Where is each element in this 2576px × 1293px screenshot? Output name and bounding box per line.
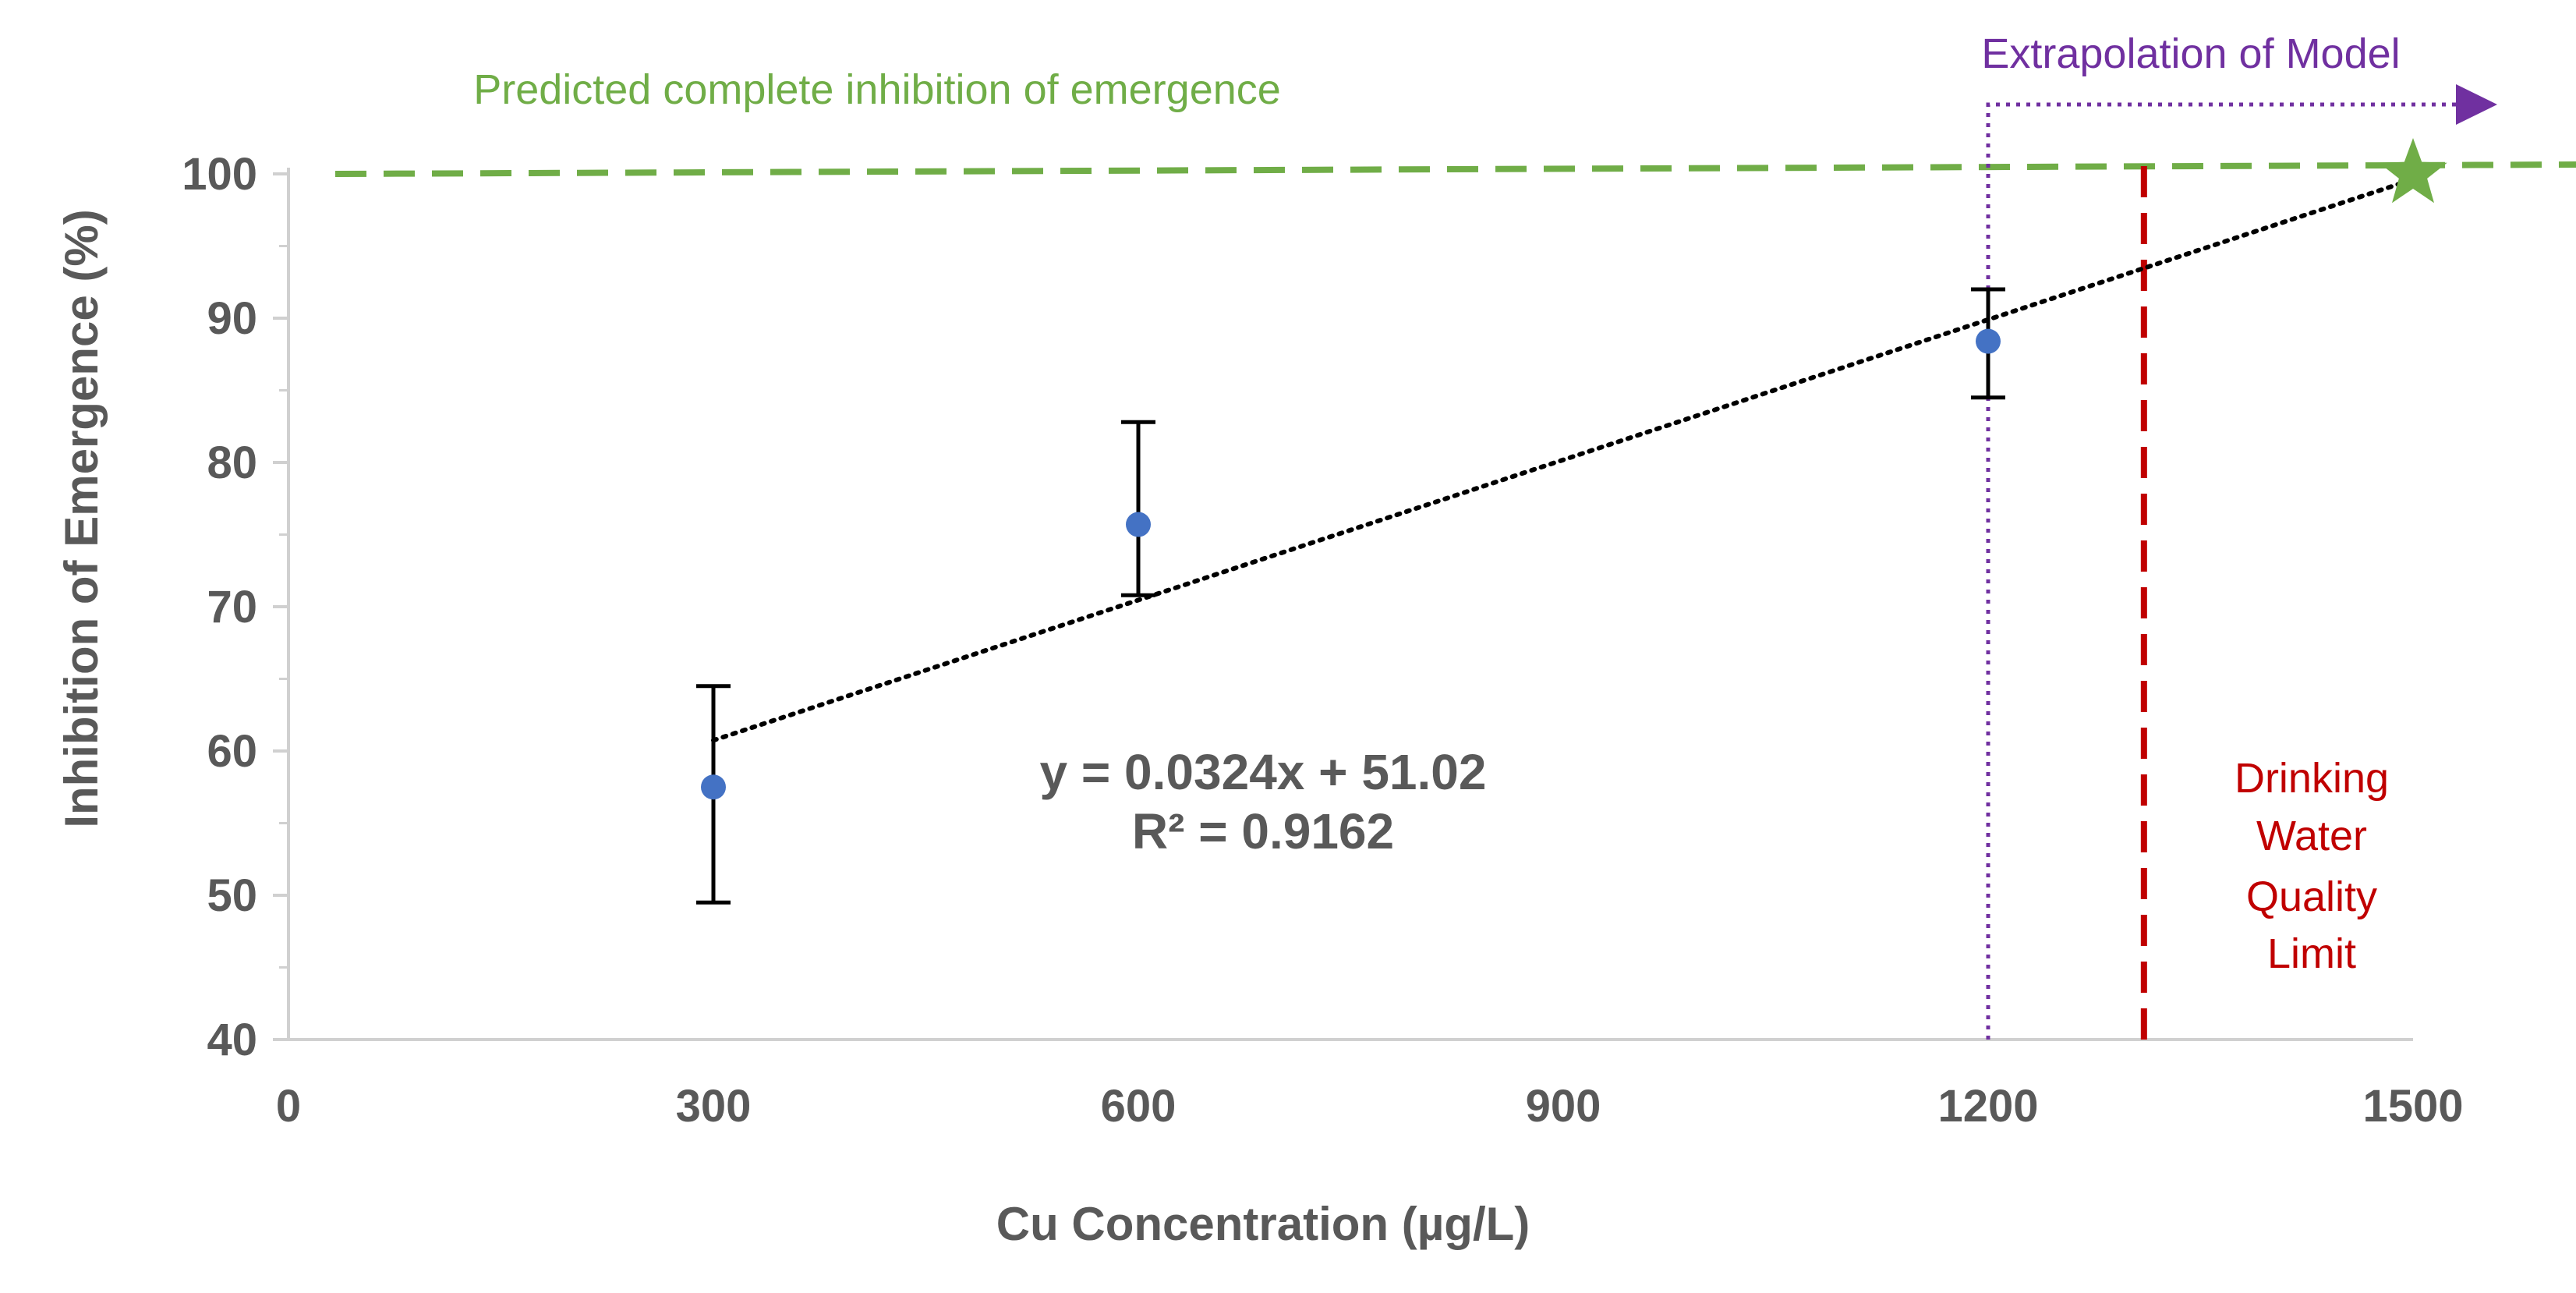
trendline-equation: y = 0.0324x + 51.02 [1040,744,1487,800]
y-tick-label: 100 [182,149,257,200]
data-point [1976,328,2001,354]
water-limit-label-line-3: Quality [2246,873,2377,920]
x-tick-label: 1200 [1937,1081,2038,1132]
trendline-r-squared: R² = 0.9162 [1132,803,1394,859]
water-limit-label-line-4: Limit [2267,930,2356,977]
extrapolation-label: Extrapolation of Model [1981,30,2400,77]
axes: 40 50 60 70 80 90 100 0 300 600 900 1200 1500 [182,149,2463,1132]
x-axis-title: Cu Concentration (µg/L) [996,1198,1530,1250]
trendline-group [711,177,2415,743]
star-marker [2379,138,2447,204]
y-tick-label: 40 [207,1015,257,1065]
reference-lines [334,84,2576,1040]
water-limit-label-line-1: Drinking [2235,755,2389,802]
y-tick-label: 70 [207,582,257,632]
extrapolation-line [1986,102,2464,1040]
data-point [701,774,726,800]
x-tick-label: 600 [1101,1081,1177,1132]
complete-inhibition-label: Predicted complete inhibition of emergen… [473,66,1281,113]
y-axis-title: Inhibition of Emergence (%) [55,209,108,827]
y-tick-label: 50 [207,870,257,921]
x-tick-label: 900 [1526,1081,1601,1132]
x-tick-label: 300 [676,1081,752,1132]
data-point [1126,512,1151,537]
water-limit-label-line-2: Water [2256,813,2367,859]
data-points [701,328,2001,800]
y-tick-label: 60 [207,726,257,777]
complete-inhibition-line [334,161,2576,177]
extrapolation-arrowhead [2456,84,2497,125]
x-tick-label: 1500 [2362,1081,2463,1132]
y-tick-label: 80 [207,437,257,488]
trendline [711,177,2415,743]
x-tick-label: 0 [276,1081,301,1132]
marker-group [2379,138,2447,204]
y-tick-label: 90 [207,293,257,344]
